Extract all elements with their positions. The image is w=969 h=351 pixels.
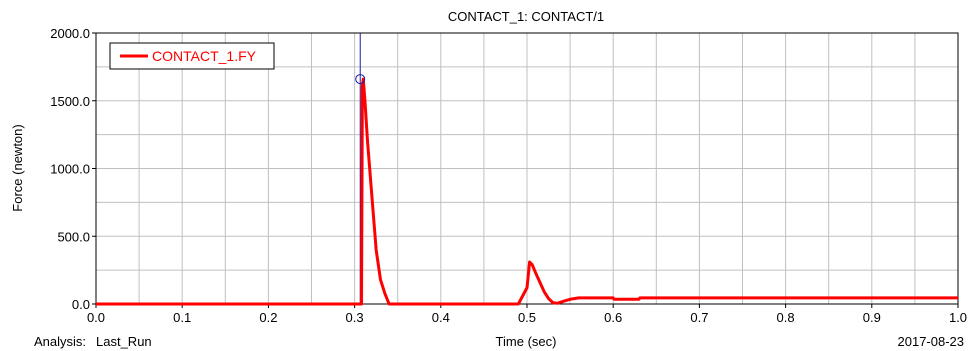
x-tick-label: 0.1 [173,310,191,325]
series-line-contact-1-fy [96,77,958,306]
x-axis-label: Time (sec) [496,334,557,349]
legend: CONTACT_1.FY [109,42,275,70]
x-tick-label: 1.0 [949,310,967,325]
chart-title: CONTACT_1: CONTACT/1 [448,9,604,24]
x-tick-label: 0.8 [777,310,795,325]
x-tick-labels: 0.0 0.1 0.2 0.3 0.4 0.5 0.6 0.7 0.8 0.9 1.0 [87,304,967,325]
x-tick-label: 0.0 [87,310,105,325]
x-tick-label: 0.6 [604,310,622,325]
y-tick-label: 2000.0 [50,26,90,41]
y-tick-label: 1000.0 [50,162,90,177]
x-tick-label: 0.4 [432,310,450,325]
x-tick-label: 0.5 [518,310,536,325]
y-tick-label: 0.0 [72,297,90,312]
grid [95,32,959,305]
y-tick-label: 1500.0 [50,94,90,109]
x-tick-label: 0.2 [259,310,277,325]
analysis-label: Analysis: [34,334,86,349]
y-axis-label: Force (newton) [10,124,25,211]
y-tick-label: 500.0 [57,229,90,244]
date-label: 2017-08-23 [898,334,965,349]
x-tick-label: 0.3 [346,310,364,325]
x-tick-label: 0.9 [863,310,881,325]
x-tick-label: 0.7 [690,310,708,325]
analysis-name: Last_Run [96,334,152,349]
y-tick-labels: 0.0 500.0 1000.0 1500.0 2000.0 [50,26,96,312]
cursor-marker[interactable] [355,74,366,85]
legend-label: CONTACT_1.FY [152,48,257,64]
